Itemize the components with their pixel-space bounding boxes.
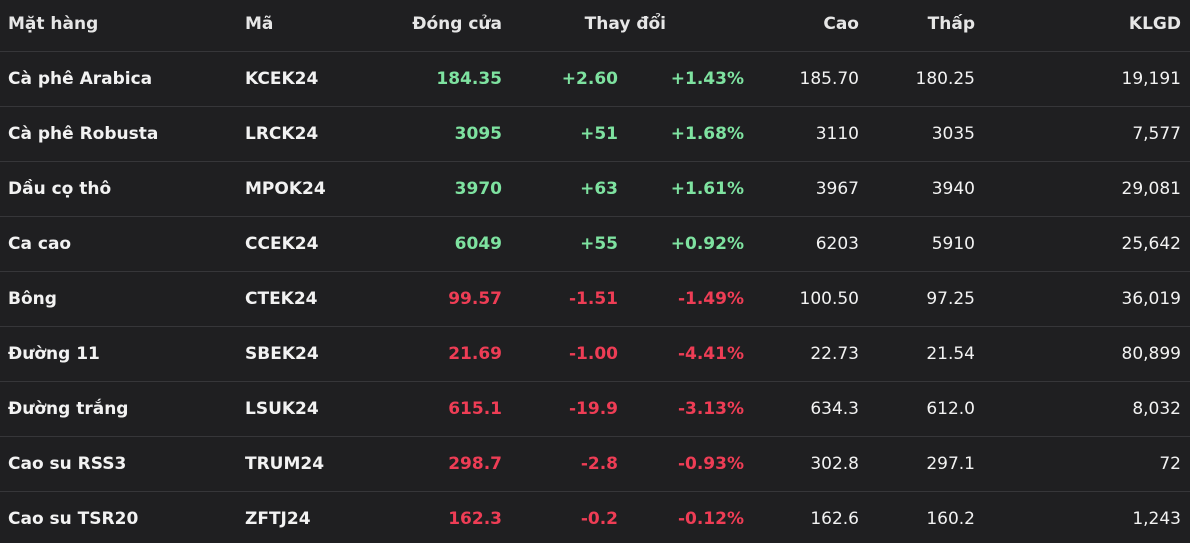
low-cell: 160.2 <box>926 509 975 529</box>
high-cell: 185.70 <box>799 69 859 89</box>
volume-cell: 7,577 <box>1132 124 1181 144</box>
change-cell: -1.51 <box>569 289 618 309</box>
change-cell: -1.00 <box>569 344 618 364</box>
change-pct-cell: -0.12% <box>677 509 744 529</box>
name-cell: Cao su TSR20 <box>8 509 139 529</box>
code-cell: ZFTJ24 <box>245 509 311 529</box>
close-cell: 615.1 <box>448 399 502 419</box>
change-pct-cell: +1.68% <box>670 124 744 144</box>
change-pct-cell: +1.61% <box>670 179 744 199</box>
row-divider <box>0 381 1190 382</box>
volume-cell: 72 <box>1159 454 1181 474</box>
close-cell: 162.3 <box>448 509 502 529</box>
column-header: Cao <box>823 14 859 34</box>
change-pct-cell: -4.41% <box>677 344 744 364</box>
code-cell: SBEK24 <box>245 344 319 364</box>
name-cell: Cao su RSS3 <box>8 454 127 474</box>
row-divider <box>0 271 1190 272</box>
change-cell: +2.60 <box>561 69 618 89</box>
low-cell: 297.1 <box>926 454 975 474</box>
change-cell: -19.9 <box>569 399 618 419</box>
row-divider <box>0 326 1190 327</box>
name-cell: Ca cao <box>8 234 72 254</box>
code-cell: TRUM24 <box>245 454 325 474</box>
name-cell: Bông <box>8 289 57 309</box>
code-cell: KCEK24 <box>245 69 319 89</box>
close-cell: 184.35 <box>436 69 502 89</box>
change-pct-cell: -0.93% <box>677 454 744 474</box>
change-cell: +55 <box>580 234 618 254</box>
close-cell: 6049 <box>454 234 502 254</box>
row-divider <box>0 491 1190 492</box>
row-divider <box>0 106 1190 107</box>
low-cell: 97.25 <box>926 289 975 309</box>
column-header: KLGD <box>1128 14 1181 34</box>
name-cell: Cà phê Robusta <box>8 124 159 144</box>
low-cell: 612.0 <box>926 399 975 419</box>
column-header: Mặt hàng <box>8 14 99 34</box>
code-cell: LRCK24 <box>245 124 319 144</box>
high-cell: 634.3 <box>810 399 859 419</box>
volume-cell: 80,899 <box>1121 344 1181 364</box>
name-cell: Đường 11 <box>8 344 100 364</box>
change-pct-cell: -1.49% <box>677 289 744 309</box>
low-cell: 3035 <box>931 124 975 144</box>
close-cell: 3970 <box>454 179 502 199</box>
high-cell: 302.8 <box>810 454 859 474</box>
change-cell: +63 <box>580 179 618 199</box>
row-divider <box>0 51 1190 52</box>
name-cell: Cà phê Arabica <box>8 69 153 89</box>
code-cell: CCEK24 <box>245 234 319 254</box>
code-cell: MPOK24 <box>245 179 326 199</box>
low-cell: 21.54 <box>926 344 975 364</box>
volume-cell: 36,019 <box>1121 289 1181 309</box>
close-cell: 3095 <box>454 124 502 144</box>
column-header: Thay đổi <box>584 14 666 34</box>
high-cell: 3967 <box>815 179 859 199</box>
high-cell: 162.6 <box>810 509 859 529</box>
volume-cell: 8,032 <box>1132 399 1181 419</box>
row-divider <box>0 161 1190 162</box>
change-cell: -0.2 <box>580 509 618 529</box>
column-header: Mã <box>245 14 274 34</box>
volume-cell: 25,642 <box>1121 234 1181 254</box>
column-header: Thấp <box>927 14 975 34</box>
row-divider <box>0 216 1190 217</box>
code-cell: LSUK24 <box>245 399 319 419</box>
code-cell: CTEK24 <box>245 289 318 309</box>
high-cell: 100.50 <box>799 289 859 309</box>
change-cell: -2.8 <box>580 454 618 474</box>
volume-cell: 29,081 <box>1121 179 1181 199</box>
change-pct-cell: +1.43% <box>670 69 744 89</box>
column-header: Đóng cửa <box>412 14 502 34</box>
close-cell: 298.7 <box>448 454 502 474</box>
change-cell: +51 <box>580 124 618 144</box>
low-cell: 5910 <box>931 234 975 254</box>
close-cell: 99.57 <box>448 289 502 309</box>
low-cell: 180.25 <box>915 69 975 89</box>
name-cell: Dầu cọ thô <box>8 179 112 199</box>
high-cell: 3110 <box>815 124 859 144</box>
change-pct-cell: +0.92% <box>670 234 744 254</box>
high-cell: 22.73 <box>810 344 859 364</box>
name-cell: Đường trắng <box>8 399 129 419</box>
low-cell: 3940 <box>931 179 975 199</box>
change-pct-cell: -3.13% <box>677 399 744 419</box>
volume-cell: 19,191 <box>1121 69 1181 89</box>
volume-cell: 1,243 <box>1132 509 1181 529</box>
row-divider <box>0 436 1190 437</box>
close-cell: 21.69 <box>448 344 502 364</box>
high-cell: 6203 <box>815 234 859 254</box>
